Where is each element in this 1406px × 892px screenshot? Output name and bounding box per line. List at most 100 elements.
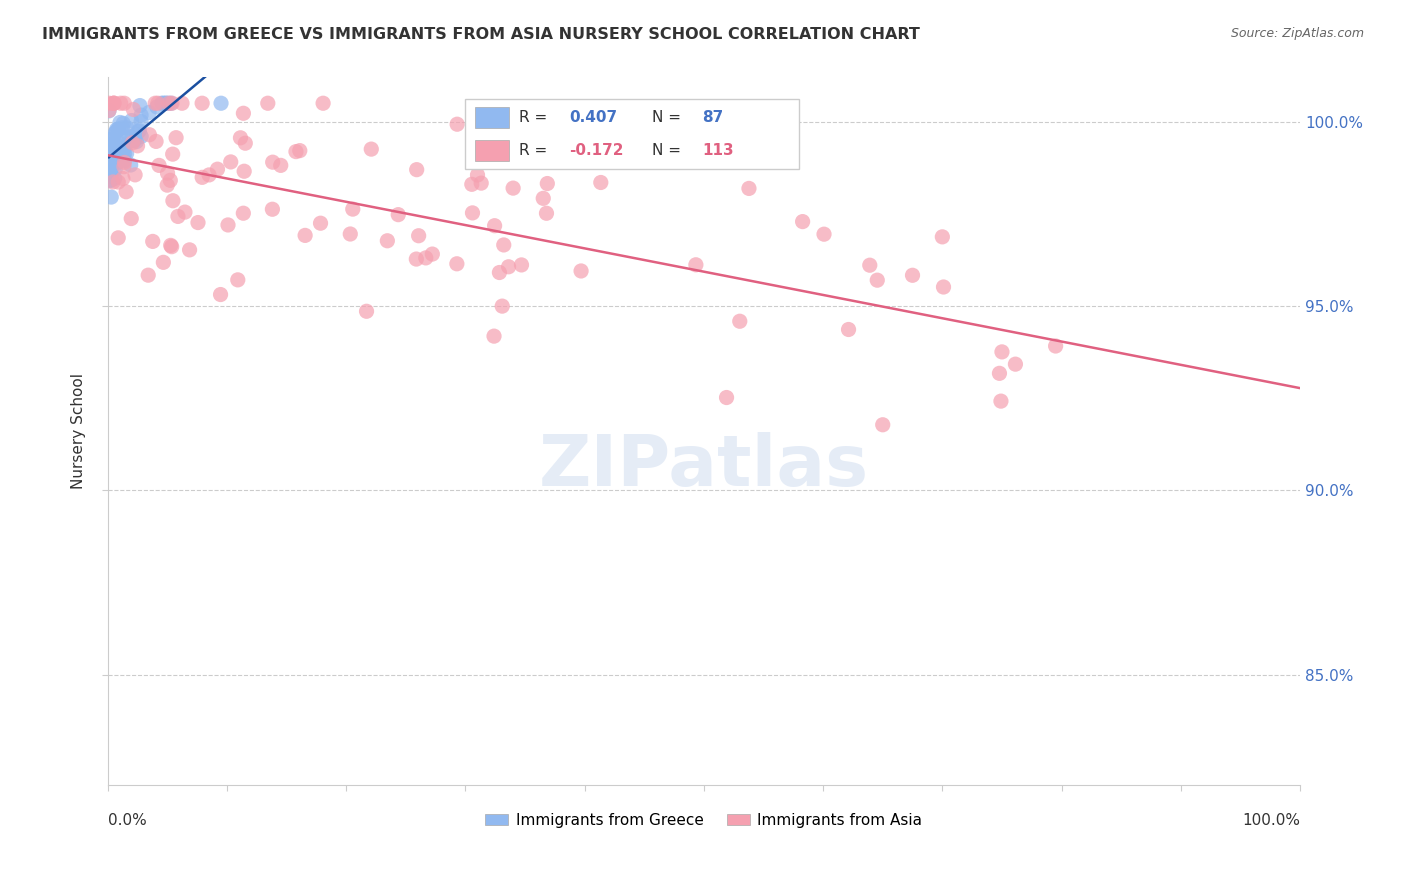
Immigrants from Asia bbox=[262, 202, 284, 217]
Immigrants from Asia bbox=[127, 138, 149, 153]
Immigrants from Greece bbox=[155, 96, 177, 111]
Immigrants from Asia bbox=[107, 175, 129, 189]
Immigrants from Asia bbox=[112, 96, 135, 111]
Immigrants from Asia bbox=[115, 185, 138, 199]
Immigrants from Greece bbox=[107, 122, 129, 136]
Immigrants from Greece bbox=[98, 142, 121, 156]
Immigrants from Asia bbox=[174, 205, 197, 219]
Immigrants from Asia bbox=[491, 299, 513, 313]
Immigrants from Asia bbox=[685, 258, 707, 272]
Immigrants from Greece bbox=[101, 156, 124, 170]
Immigrants from Greece bbox=[98, 132, 121, 146]
Immigrants from Greece bbox=[114, 141, 136, 155]
Immigrants from Asia bbox=[229, 130, 252, 145]
Immigrants from Asia bbox=[738, 181, 761, 195]
Immigrants from Asia bbox=[162, 147, 184, 161]
Immigrants from Asia bbox=[148, 158, 170, 172]
Immigrants from Greece bbox=[125, 135, 148, 149]
Immigrants from Greece bbox=[120, 158, 142, 172]
Immigrants from Greece bbox=[107, 148, 129, 162]
Immigrants from Greece bbox=[97, 157, 120, 171]
Immigrants from Greece bbox=[111, 120, 134, 135]
Immigrants from Asia bbox=[103, 96, 125, 111]
Immigrants from Greece bbox=[110, 128, 132, 142]
Immigrants from Greece bbox=[101, 138, 124, 153]
Immigrants from Asia bbox=[160, 96, 183, 111]
Immigrants from Asia bbox=[901, 268, 924, 283]
Immigrants from Greece bbox=[115, 120, 138, 135]
Immigrants from Asia bbox=[110, 96, 132, 111]
Immigrants from Asia bbox=[294, 228, 316, 243]
Immigrants from Asia bbox=[932, 280, 955, 294]
Immigrants from Asia bbox=[531, 191, 554, 205]
Immigrants from Asia bbox=[501, 153, 523, 168]
Immigrants from Asia bbox=[191, 170, 214, 185]
Immigrants from Asia bbox=[179, 243, 201, 257]
Immigrants from Greece bbox=[100, 173, 122, 187]
Immigrants from Asia bbox=[233, 164, 256, 178]
Immigrants from Greece bbox=[125, 127, 148, 141]
Immigrants from Greece bbox=[104, 161, 127, 176]
Immigrants from Greece bbox=[97, 103, 120, 118]
Immigrants from Asia bbox=[156, 166, 179, 180]
Immigrants from Greece bbox=[98, 174, 121, 188]
Immigrants from Greece bbox=[129, 114, 152, 128]
Immigrants from Greece bbox=[98, 143, 121, 157]
Immigrants from Asia bbox=[270, 158, 292, 172]
Immigrants from Asia bbox=[122, 103, 145, 117]
Immigrants from Greece bbox=[97, 148, 120, 162]
Immigrants from Asia bbox=[233, 136, 256, 151]
Immigrants from Greece bbox=[97, 162, 120, 177]
Immigrants from Greece bbox=[97, 150, 120, 164]
Immigrants from Greece bbox=[100, 154, 122, 169]
Immigrants from Greece bbox=[98, 167, 121, 181]
Immigrants from Asia bbox=[377, 234, 399, 248]
Immigrants from Asia bbox=[405, 162, 427, 177]
Immigrants from Greece bbox=[124, 133, 146, 147]
Immigrants from Asia bbox=[121, 136, 143, 150]
Immigrants from Asia bbox=[157, 96, 180, 111]
Immigrants from Asia bbox=[405, 252, 427, 266]
Immigrants from Asia bbox=[187, 216, 209, 230]
Immigrants from Greece bbox=[97, 148, 120, 162]
Immigrants from Asia bbox=[342, 202, 364, 216]
Immigrants from Asia bbox=[209, 287, 232, 301]
Immigrants from Asia bbox=[408, 228, 430, 243]
Immigrants from Greece bbox=[100, 169, 122, 183]
Immigrants from Greece bbox=[98, 149, 121, 163]
Immigrants from Asia bbox=[152, 255, 174, 269]
Immigrants from Greece bbox=[129, 108, 152, 122]
Immigrants from Greece bbox=[100, 151, 122, 165]
Immigrants from Greece bbox=[121, 130, 143, 145]
Immigrants from Asia bbox=[988, 367, 1011, 381]
Immigrants from Asia bbox=[160, 240, 183, 254]
Immigrants from Asia bbox=[232, 106, 254, 120]
Immigrants from Asia bbox=[813, 227, 835, 242]
Immigrants from Asia bbox=[198, 168, 221, 182]
Immigrants from Asia bbox=[492, 238, 515, 252]
Immigrants from Asia bbox=[420, 247, 443, 261]
Immigrants from Asia bbox=[232, 206, 254, 220]
Immigrants from Greece bbox=[112, 141, 135, 155]
Immigrants from Asia bbox=[991, 344, 1014, 359]
Immigrants from Greece bbox=[105, 156, 128, 170]
Immigrants from Asia bbox=[510, 258, 533, 272]
Immigrants from Asia bbox=[97, 96, 120, 111]
Immigrants from Asia bbox=[461, 178, 484, 192]
Immigrants from Greece bbox=[98, 153, 121, 168]
Immigrants from Greece bbox=[101, 132, 124, 146]
Immigrants from Greece bbox=[121, 113, 143, 128]
Immigrants from Greece bbox=[112, 116, 135, 130]
Immigrants from Greece bbox=[101, 156, 124, 170]
Immigrants from Asia bbox=[339, 227, 361, 241]
Immigrants from Greece bbox=[97, 151, 120, 165]
Immigrants from Greece bbox=[97, 167, 120, 181]
Immigrants from Asia bbox=[488, 266, 510, 280]
Immigrants from Greece bbox=[129, 129, 152, 144]
Immigrants from Asia bbox=[356, 304, 378, 318]
Immigrants from Greece bbox=[100, 163, 122, 178]
Immigrants from Greece bbox=[104, 142, 127, 156]
Immigrants from Asia bbox=[103, 96, 125, 111]
Immigrants from Asia bbox=[167, 210, 190, 224]
Immigrants from Asia bbox=[170, 96, 193, 111]
